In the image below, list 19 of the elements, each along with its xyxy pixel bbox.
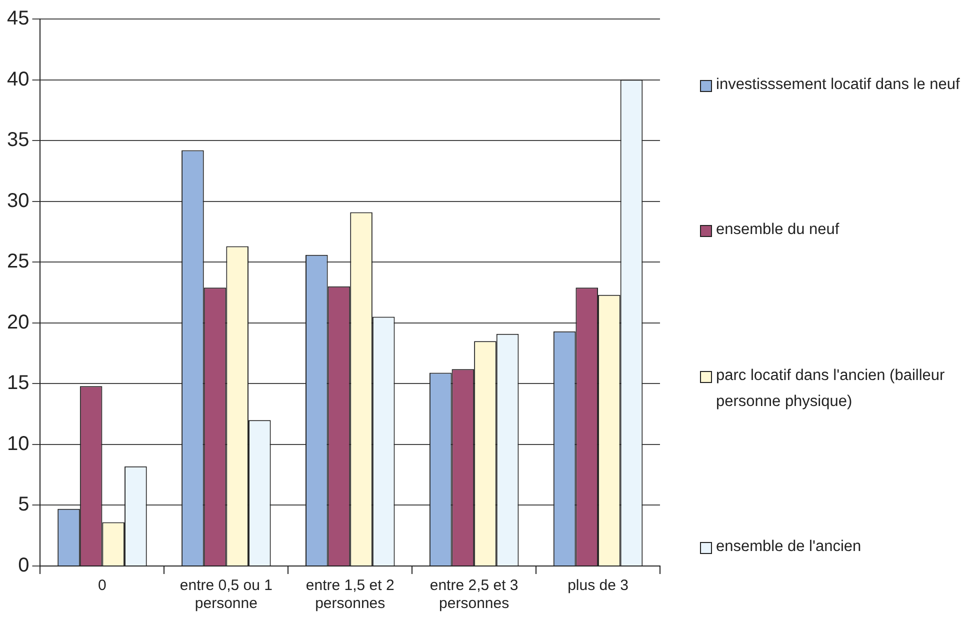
- legend-label: ensemble du neuf: [716, 220, 840, 240]
- y-tick-label: 0: [18, 554, 30, 577]
- y-tick-label: 5: [18, 494, 30, 516]
- y-tick-label: 25: [6, 250, 30, 273]
- x-tick-label: 0: [98, 577, 106, 594]
- y-tick-label: 10: [6, 432, 30, 455]
- y-tick-label: 15: [6, 372, 30, 394]
- x-tick-label: plus de 3: [568, 577, 628, 594]
- y-tick-label: 20: [6, 311, 30, 334]
- legend-label: investisssement locatif dans le neuf: [716, 75, 960, 95]
- y-tick-label: 45: [6, 8, 30, 30]
- y-tick-label: 30: [6, 190, 30, 212]
- y-tick-label: 40: [6, 68, 30, 90]
- x-tick-label: entre 2,5 et 3 personnes: [430, 577, 518, 612]
- y-tick-label: 35: [6, 129, 30, 152]
- legend-label: parc locatif dans l'ancien (bailleur personne physique): [716, 366, 946, 412]
- legend-label: ensemble de l'ancien: [716, 536, 862, 557]
- x-tick-label: entre 1,5 et 2 personnes: [306, 577, 394, 612]
- x-tick-label: entre 0,5 ou 1 personne: [180, 577, 272, 612]
